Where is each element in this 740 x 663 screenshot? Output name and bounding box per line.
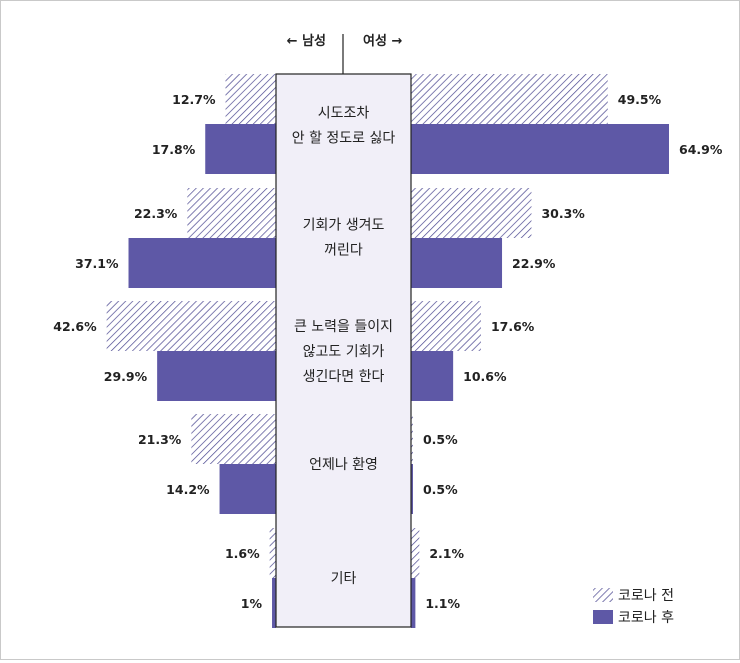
- category-label-1: 기회가 생겨도 꺼린다: [303, 218, 385, 259]
- category-label-4: 기타: [331, 571, 357, 587]
- bar-female-after-4: [411, 578, 416, 628]
- bar-male-after-0: [205, 124, 276, 174]
- bar-female-after-0: [411, 124, 669, 174]
- label-female-after-1: 22.9%: [512, 256, 556, 271]
- bar-male-after-4: [272, 578, 276, 628]
- label-female-before-2: 17.6%: [491, 319, 535, 334]
- label-female-after-0: 64.9%: [679, 142, 723, 157]
- label-male-before-4: 1.6%: [225, 546, 260, 561]
- bar-female-before-0: [411, 74, 608, 124]
- label-male-after-2: 29.9%: [104, 369, 148, 384]
- bar-male-before-1: [187, 188, 276, 238]
- label-female-after-4: 1.1%: [425, 596, 460, 611]
- bar-female-before-4: [411, 528, 420, 578]
- bar-female-after-2: [411, 351, 454, 401]
- label-male-before-2: 42.6%: [53, 319, 97, 334]
- bar-male-before-3: [191, 414, 276, 464]
- bar-female-before-3: [411, 414, 413, 464]
- female-header: 여성 →: [363, 33, 402, 49]
- legend-label-before: 코로나 전: [618, 588, 674, 604]
- bar-male-after-1: [128, 238, 276, 288]
- male-header: ← 남성: [287, 33, 326, 49]
- bar-female-before-1: [411, 188, 532, 238]
- label-male-before-1: 22.3%: [134, 206, 178, 221]
- bar-female-before-2: [411, 301, 481, 351]
- label-female-after-3: 0.5%: [423, 482, 458, 497]
- label-male-after-0: 17.8%: [152, 142, 196, 157]
- label-male-before-0: 12.7%: [172, 92, 216, 107]
- label-female-before-4: 2.1%: [429, 546, 464, 561]
- category-label-2: 큰 노력을 들이지 않고도 기회가 생긴다면 한다: [294, 319, 393, 385]
- legend: 코로나 전 코로나 후: [593, 588, 674, 626]
- legend-swatch-before: [593, 588, 613, 602]
- bar-female-after-1: [411, 238, 503, 288]
- label-male-after-3: 14.2%: [166, 482, 210, 497]
- legend-swatch-after: [593, 610, 613, 624]
- bar-male-after-3: [219, 464, 276, 514]
- bar-female-after-3: [411, 464, 413, 514]
- label-male-after-1: 37.1%: [75, 256, 119, 271]
- category-label-3: 언제나 환영: [309, 457, 378, 473]
- legend-label-after: 코로나 후: [618, 610, 674, 626]
- label-female-before-1: 30.3%: [541, 206, 585, 221]
- label-female-after-2: 10.6%: [463, 369, 507, 384]
- category-label-0: 시도조차 안 할 정도로 싫다: [292, 106, 396, 147]
- category-label-panel: [275, 73, 412, 628]
- bar-male-before-4: [269, 528, 276, 578]
- bar-male-before-0: [225, 74, 276, 124]
- label-female-before-3: 0.5%: [423, 432, 458, 447]
- bar-male-after-2: [157, 351, 276, 401]
- bar-male-before-2: [106, 301, 276, 351]
- label-male-before-3: 21.3%: [138, 432, 182, 447]
- label-female-before-0: 49.5%: [618, 92, 662, 107]
- label-male-after-4: 1%: [241, 596, 263, 611]
